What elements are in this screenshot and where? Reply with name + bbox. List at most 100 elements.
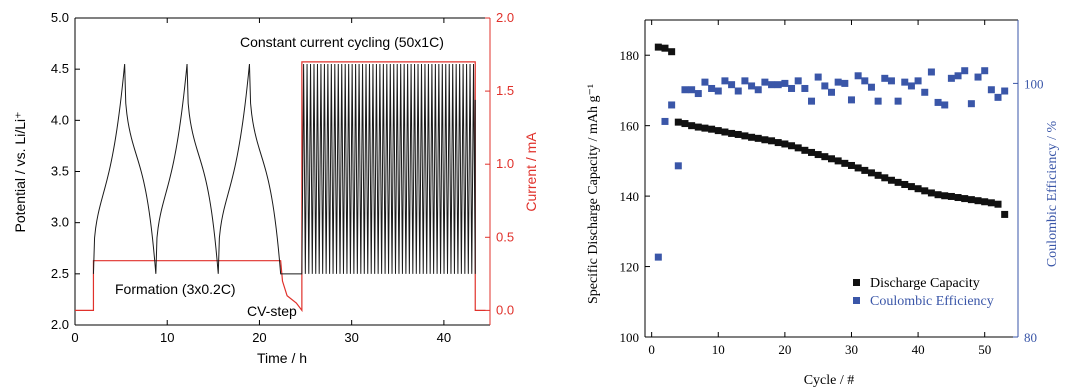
- coulombic-efficiency-point: [661, 117, 669, 125]
- coulombic-efficiency-point: [694, 90, 702, 98]
- coulombic-efficiency-point: [721, 77, 729, 85]
- coulombic-efficiency-point: [734, 87, 742, 95]
- coulombic-efficiency-point: [708, 84, 716, 92]
- discharge-capacity-point: [921, 187, 929, 195]
- coulombic-efficiency-point: [681, 86, 689, 94]
- annotation-constant-current: Constant current cycling (50x1C): [240, 34, 444, 50]
- y2-tick-label: 100: [1024, 76, 1044, 91]
- discharge-capacity-point: [981, 198, 989, 206]
- coulombic-efficiency-point: [728, 81, 736, 89]
- right-chart-x-axis-label: Cycle / #: [804, 373, 855, 388]
- discharge-capacity-point: [881, 174, 889, 182]
- y2-tick-label: 2.0: [496, 10, 514, 25]
- discharge-capacity-point: [828, 155, 835, 163]
- coulombic-efficiency-point: [867, 83, 875, 91]
- coulombic-efficiency-point: [874, 97, 882, 105]
- discharge-capacity-point: [808, 148, 816, 156]
- x-tick-label: 30: [845, 342, 858, 357]
- discharge-capacity-point: [987, 199, 995, 207]
- x-tick-label: 0: [71, 330, 78, 345]
- discharge-capacity-point: [907, 183, 915, 191]
- discharge-capacity-point: [841, 159, 849, 167]
- discharge-capacity-point: [714, 127, 722, 135]
- coulombic-efficiency-point: [987, 86, 995, 94]
- right-chart-y-axis-label: Specific Discharge Capacity / mAh g⁻¹: [586, 84, 601, 304]
- coulombic-efficiency-point: [914, 77, 922, 85]
- discharge-capacity-point: [748, 133, 756, 141]
- left-chart-y2-ticks: 0.0 0.5 1.0 1.5 2.0: [485, 10, 514, 317]
- coulombic-efficiency-point: [781, 79, 789, 87]
- y2-tick-label: 80: [1024, 330, 1037, 345]
- discharge-capacity-point: [728, 129, 736, 137]
- coulombic-efficiency-point: [881, 74, 889, 82]
- legend-label-coulombic-efficiency: Coulombic Efficiency: [870, 294, 994, 309]
- discharge-capacity-point: [941, 192, 949, 200]
- y-tick-label: 4.5: [51, 61, 69, 76]
- discharge-capacity-point: [1001, 210, 1009, 218]
- right-chart-x-ticks: 0 10 20 30 40 50: [648, 20, 991, 357]
- coulombic-efficiency-point: [954, 72, 962, 80]
- coulombic-efficiency-point: [847, 96, 855, 104]
- discharge-capacity-point: [794, 144, 802, 152]
- discharge-capacity-point: [934, 191, 942, 199]
- coulombic-efficiency-point: [981, 67, 989, 75]
- left-chart-x-ticks: 0 10 20 30 40: [71, 18, 451, 345]
- y2-tick-label: 0.0: [496, 302, 514, 317]
- coulombic-efficiency-point: [941, 101, 949, 109]
- coulombic-efficiency-point: [714, 87, 722, 95]
- right-chart-capacity-efficiency: 0 10 20 30 40 50 100 120 140 160 180 80 100 Cycle …: [586, 19, 1060, 388]
- legend-swatch-coulombic-efficiency: [853, 297, 860, 304]
- discharge-capacity-point: [654, 43, 662, 51]
- coulombic-efficiency-point: [887, 77, 895, 85]
- coulombic-efficiency-point: [947, 74, 955, 82]
- coulombic-efficiency-point: [668, 101, 676, 109]
- left-chart-y-ticks: 2.0 2.5 3.0 3.5 4.0 4.5 5.0: [51, 10, 80, 332]
- y-tick-label: 140: [620, 189, 640, 204]
- discharge-capacity-point: [967, 196, 975, 204]
- annotation-formation: Formation (3x0.2C): [115, 281, 236, 297]
- discharge-capacity-point: [947, 192, 955, 200]
- x-tick-label: 20: [252, 330, 266, 345]
- discharge-capacity-point: [994, 200, 1002, 208]
- right-chart-y2-ticks: 80 100: [1013, 76, 1044, 345]
- discharge-capacity-point: [781, 140, 789, 148]
- discharge-capacity-point: [887, 176, 895, 184]
- coulombic-efficiency-point: [821, 82, 829, 90]
- discharge-capacity-point: [694, 123, 702, 131]
- discharge-capacity-point: [661, 44, 669, 52]
- discharge-capacity-point: [854, 164, 862, 172]
- x-tick-label: 0: [648, 342, 655, 357]
- coulombic-efficiency-point: [907, 82, 915, 90]
- legend: Discharge Capacity Coulombic Efficiency: [853, 276, 994, 309]
- coulombic-efficiency-point: [768, 81, 776, 89]
- legend-label-discharge-capacity: Discharge Capacity: [870, 276, 980, 291]
- coulombic-efficiency-point: [674, 162, 682, 170]
- coulombic-efficiency-point: [761, 78, 769, 86]
- coulombic-efficiency-point: [814, 73, 822, 81]
- discharge-capacity-point: [754, 134, 762, 142]
- coulombic-efficiency-point: [801, 84, 809, 92]
- coulombic-efficiency-point: [688, 86, 696, 94]
- coulombic-efficiency-point: [701, 78, 709, 86]
- coulombic-efficiency-point: [754, 86, 762, 94]
- coulombic-efficiency-point: [774, 81, 782, 89]
- discharge-capacity-point: [788, 142, 796, 150]
- y-tick-label: 160: [620, 119, 640, 134]
- y-tick-label: 100: [620, 330, 640, 345]
- y-tick-label: 2.5: [51, 266, 69, 281]
- coulombic-efficiency-point: [961, 67, 969, 75]
- right-chart-series: [654, 43, 1009, 261]
- left-chart-x-axis-label: Time / h: [257, 350, 307, 366]
- discharge-capacity-point: [961, 195, 969, 203]
- discharge-capacity-point: [708, 125, 716, 133]
- discharge-capacity-point: [741, 132, 749, 140]
- x-tick-label: 20: [778, 342, 791, 357]
- y-tick-label: 2.0: [51, 317, 69, 332]
- discharge-capacity-point: [927, 189, 935, 197]
- coulombic-efficiency-point: [1001, 87, 1009, 95]
- x-tick-label: 50: [978, 342, 991, 357]
- discharge-capacity-point: [681, 120, 689, 128]
- discharge-capacity-point: [814, 151, 822, 159]
- y-tick-label: 4.0: [51, 112, 69, 127]
- coulombic-efficiency-point: [994, 93, 1002, 101]
